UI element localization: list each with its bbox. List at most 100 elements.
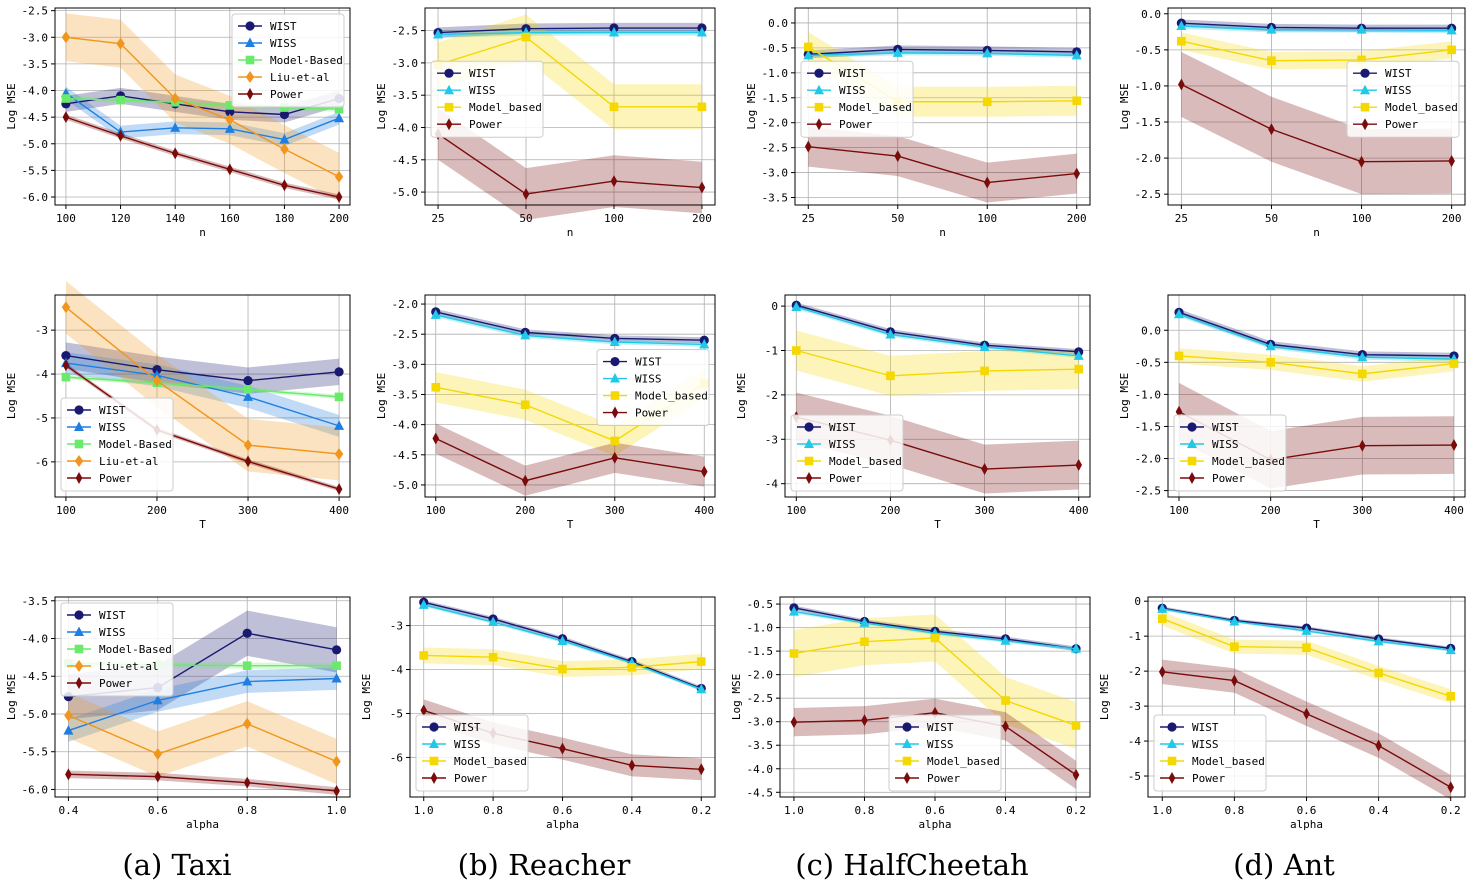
legend: WIST WISS Model_based Power [1173, 414, 1287, 492]
y-axis-label: Log MSE [1118, 373, 1131, 419]
y-tick-label: 0 [1134, 595, 1141, 608]
legend-label: Model_based [829, 455, 902, 468]
band-model_based [793, 614, 1077, 749]
point-power [333, 784, 340, 797]
legend-marker-wist [444, 68, 454, 78]
point-wist [242, 628, 252, 638]
point-power [1303, 707, 1310, 720]
chart-reacher-n: -5.0 -4.5 -4.0 -3.5 -3.0 -2.5 25 50 100 200 n Log M… [375, 7, 716, 239]
y-tick-label: -1.0 [1135, 80, 1162, 93]
x-tick-label: 200 [1067, 212, 1087, 225]
point-power [1073, 167, 1081, 180]
plot-frame [1167, 7, 1466, 206]
x-axis-label: T [1313, 518, 1320, 531]
point-wist [279, 109, 290, 120]
legend-marker-model-based [245, 55, 255, 65]
line-power [808, 145, 1077, 184]
line-power [1181, 83, 1452, 163]
point-power [1175, 405, 1183, 418]
point-power [281, 179, 288, 192]
y-tick-label: -5 [390, 707, 403, 720]
point-model-based [61, 372, 71, 382]
point-model-based [334, 104, 344, 114]
point-liu-et-al [334, 447, 344, 460]
y-tick-label: -4.0 [22, 85, 49, 98]
legend: WIST WISS Model_based Power [1346, 60, 1460, 138]
y-tick-label: -2.0 [747, 669, 774, 682]
band-wist [808, 45, 1077, 59]
legend-marker-wist [902, 722, 912, 732]
point-model_based [521, 32, 531, 42]
legend-marker-power [1188, 472, 1196, 484]
point-power [1002, 720, 1009, 733]
band-wiss [68, 667, 337, 742]
point-power [790, 716, 798, 729]
point-power [1358, 155, 1365, 168]
point-power [698, 181, 706, 194]
legend-label: WISS [1385, 84, 1412, 97]
x-tick-label: 300 [975, 504, 995, 517]
plot-frame [54, 7, 351, 206]
x-axis-label: alpha [546, 818, 579, 831]
line-wiss [796, 306, 1079, 357]
y-tick-label: 0 [771, 300, 778, 313]
y-tick-label: -6 [390, 751, 403, 764]
legend-label: WIST [829, 421, 856, 434]
point-model-based [242, 661, 252, 670]
x-tick-label: 400 [1444, 504, 1464, 517]
point-wiss [1445, 644, 1456, 655]
plot-frame [424, 7, 716, 206]
point-power [861, 714, 868, 727]
point-wiss [152, 694, 163, 705]
point-model_based [627, 663, 637, 672]
legend-label: Power [469, 118, 502, 131]
band-model_based [796, 330, 1079, 396]
x-tick-label: 25 [431, 212, 444, 225]
legend-marker-wist [429, 722, 439, 732]
point-wist [243, 376, 253, 386]
x-tick-label: 400 [1069, 504, 1089, 517]
legend-marker-wist [1360, 68, 1370, 78]
plot-frame [409, 596, 716, 798]
y-axis-label: Log MSE [5, 373, 18, 419]
point-liu-et-al [334, 170, 344, 183]
legend-label: WISS [454, 738, 481, 751]
x-tick-label: 100 [1169, 504, 1189, 517]
x-tick-label: 0.4 [1369, 804, 1389, 817]
point-power [65, 768, 72, 781]
legend-marker-model_based [902, 756, 912, 766]
point-model_based [803, 42, 813, 52]
y-tick-label: -4.5 [747, 786, 774, 799]
y-tick-label: -2.5 [1135, 188, 1162, 201]
x-tick-label: 100 [977, 212, 997, 225]
point-wist [61, 351, 71, 361]
legend-label: WIST [99, 609, 126, 622]
point-wiss [488, 616, 499, 627]
x-tick-label: 25 [1175, 212, 1188, 225]
line-wiss [1178, 313, 1455, 360]
point-wiss [1446, 24, 1457, 35]
y-tick-label: -4 [765, 478, 779, 491]
line-wiss [65, 92, 340, 141]
x-tick-label: 0.2 [1441, 804, 1461, 817]
band-wist [65, 342, 340, 394]
line-liu-et-al [65, 36, 340, 178]
legend-label: Model_based [1212, 455, 1285, 468]
legend-marker-power [75, 677, 83, 689]
y-tick-label: -5.5 [22, 164, 49, 177]
y-tick-label: -4 [390, 664, 404, 677]
legend-marker-model_based [1167, 756, 1177, 766]
legend-label: Power [270, 88, 303, 101]
legend-marker-power [1361, 118, 1369, 131]
legend-marker-liu-et-al [74, 660, 84, 672]
y-tick-label: -4 [35, 368, 49, 381]
point-model_based [930, 633, 940, 643]
point-wiss [243, 391, 254, 401]
legend-marker-model_based [804, 456, 814, 466]
legend-label: WISS [1212, 438, 1239, 451]
point-wiss [1357, 351, 1368, 362]
line-wiss [435, 314, 705, 346]
line-wiss [68, 677, 337, 732]
point-power [628, 759, 636, 772]
point-model_based [789, 649, 799, 658]
